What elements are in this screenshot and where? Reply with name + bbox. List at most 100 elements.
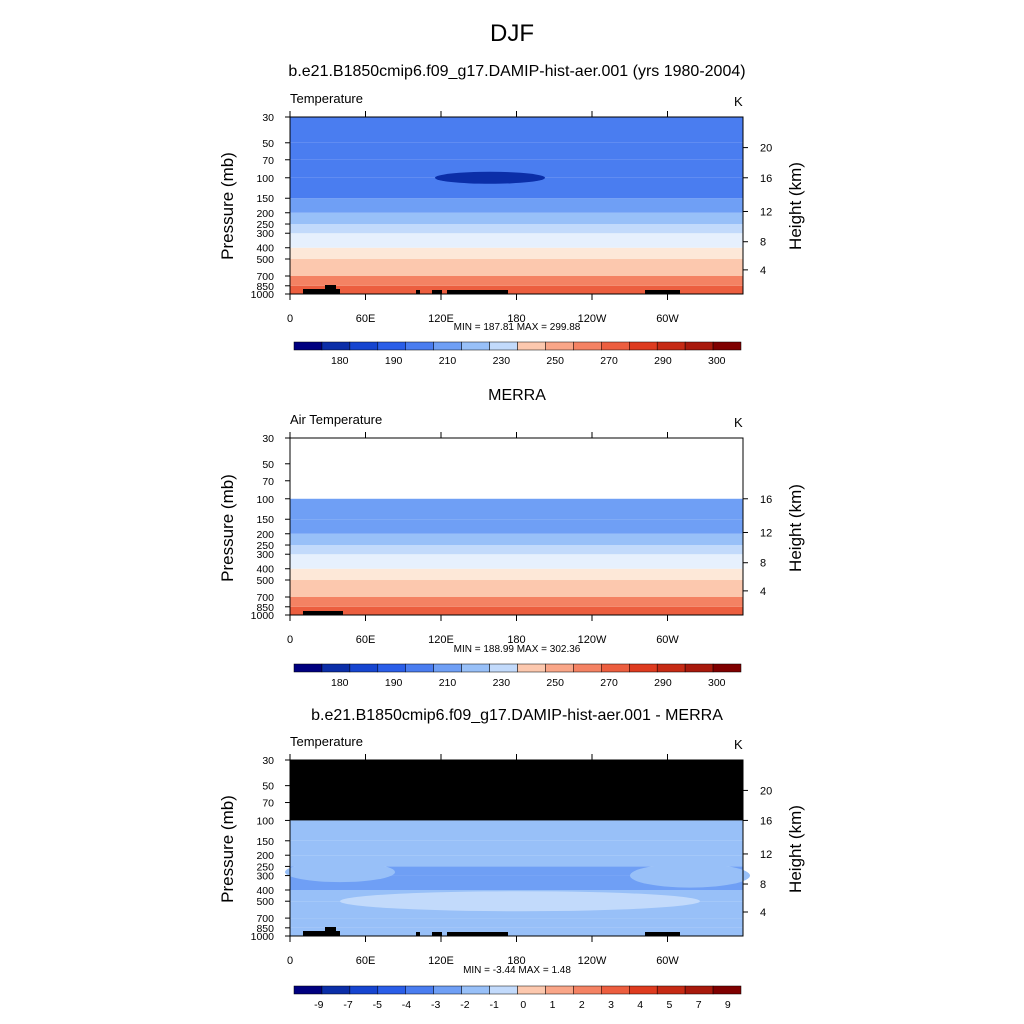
panel-3-colorbar-label: -7 xyxy=(343,999,352,1011)
panel-3-colorbar-label: 1 xyxy=(550,999,556,1011)
panel-3-colorbar-label: 2 xyxy=(579,999,585,1011)
panel-2-ytick-label: 300 xyxy=(256,549,274,561)
panel-2-band xyxy=(290,596,743,607)
panel-2-y2tick-label: 16 xyxy=(760,494,772,506)
panel-3-band xyxy=(290,918,743,928)
panel-2-colorbar-cell xyxy=(517,663,546,673)
panel-3-ytick-label: 250 xyxy=(256,861,274,873)
panel-2-colorbar-cell xyxy=(433,663,462,673)
panel-3-colorbar-cell xyxy=(545,985,574,995)
panel-3-ytick-label: 100 xyxy=(256,815,274,827)
panel-3-xtick-label: 180 xyxy=(507,955,525,967)
panel-1-colorbar-cell xyxy=(656,341,686,351)
panel-3-band xyxy=(290,866,743,876)
panel-2-colorbar-label: 180 xyxy=(331,677,349,689)
panel-3-colorbar-cell xyxy=(712,985,742,995)
panel-2-left-label: Air Temperature xyxy=(290,412,383,427)
panel-1-ytick-label: 30 xyxy=(262,112,274,124)
panel-3-colorbar-cell xyxy=(349,985,379,995)
panel-3-colorbar-cell xyxy=(293,985,323,995)
panel-2-topography xyxy=(303,611,343,615)
panel-3-colorbar-label: -2 xyxy=(460,999,469,1011)
panel-2-colorbar-cell xyxy=(573,663,602,673)
panel-3-colorbar-cell xyxy=(433,985,462,995)
panel-2-ytick-label: 30 xyxy=(262,433,274,445)
panel-3-ytick-label: 850 xyxy=(256,923,274,935)
panel-1-band xyxy=(290,177,743,199)
panel-3-xtick-label: 120E xyxy=(428,955,454,967)
main-title: DJF xyxy=(490,20,534,47)
panel-1-colorbar-cell xyxy=(489,341,518,351)
panel-1-colorbar-cell xyxy=(405,341,434,351)
panel-1-topography xyxy=(447,290,508,294)
panel-3-anomaly xyxy=(630,863,750,888)
panel-1-units: K xyxy=(734,94,743,109)
panel-2-colorbar-cell xyxy=(629,663,658,673)
panel-1-colorbar-label: 210 xyxy=(439,355,457,367)
panel-1-y2tick-label: 20 xyxy=(760,143,772,155)
panel-2-colorbar-cell xyxy=(489,663,518,673)
panel-3-y2tick-label: 16 xyxy=(760,815,772,827)
panel-3-colorbar-label: -1 xyxy=(489,999,498,1011)
panel-3-colorbar-label: 9 xyxy=(725,999,731,1011)
panel-1-y2tick-label: 12 xyxy=(760,206,772,218)
panel-1-topography xyxy=(432,290,442,294)
panel-2-colorbar-cell xyxy=(293,663,323,673)
panel-2-xtick-label: 120E xyxy=(428,634,454,646)
panel-2-colorbar-label: 210 xyxy=(439,677,457,689)
panel-3-xtick-label: 60W xyxy=(656,955,679,967)
panel-2-colorbar-cell xyxy=(684,663,714,673)
panel-1-colorbar-label: 270 xyxy=(600,355,618,367)
panel-3-topography xyxy=(416,932,420,936)
panel-2-title: MERRA xyxy=(488,387,546,404)
panel-3-colorbar-label: 7 xyxy=(696,999,702,1011)
panel-1-ytick-label: 70 xyxy=(262,155,274,167)
panel-2-band xyxy=(290,545,743,555)
panel-2-colorbar-label: 190 xyxy=(385,677,403,689)
panel-1-stats: MIN = 187.81 MAX = 299.88 xyxy=(453,322,581,333)
panel-3-ytick-label: 50 xyxy=(262,781,274,793)
panel-3-ytick-label: 400 xyxy=(256,885,274,897)
panel-2-colorbar-label: 270 xyxy=(600,677,618,689)
panel-2-band xyxy=(290,554,743,569)
panel-3-ytick-label: 70 xyxy=(262,798,274,810)
panel-2-colorbar-cell xyxy=(461,663,490,673)
panel-1-ytick-label: 500 xyxy=(256,254,274,266)
panel-1-colorbar-cell xyxy=(517,341,546,351)
panel-2-colorbar-label: 300 xyxy=(708,677,726,689)
panel-2-ytick-label: 200 xyxy=(256,529,274,541)
panel-3-ytick-label: 30 xyxy=(262,755,274,767)
panel-2-y2tick-label: 12 xyxy=(760,527,772,539)
panel-3-colorbar-cell xyxy=(656,985,686,995)
panel-3-ytick-label: 500 xyxy=(256,896,274,908)
panel-2-xtick-label: 0 xyxy=(287,634,293,646)
panel-1-left-label: Temperature xyxy=(290,91,363,106)
panel-3-colorbar-cell xyxy=(601,985,630,995)
panel-1-ytick-label: 200 xyxy=(256,208,274,220)
panel-3-y2tick-label: 4 xyxy=(760,907,766,919)
panel-1-colorbar-cell xyxy=(629,341,658,351)
panel-3-colorbar-cell xyxy=(461,985,490,995)
panel-1-band xyxy=(290,159,743,178)
panel-1-ytick-label: 850 xyxy=(256,281,274,293)
panel-2-band xyxy=(290,606,743,615)
panel-3-band xyxy=(290,840,743,856)
panel-2-colorbar-label: 250 xyxy=(546,677,564,689)
panel-1-band xyxy=(290,224,743,234)
panel-1-band xyxy=(290,247,743,260)
panel-1-colorbar-cell xyxy=(377,341,406,351)
panel-2-colorbar-cell xyxy=(545,663,574,673)
panel-3-colorbar-label: -3 xyxy=(431,999,440,1011)
panel-3-colorbar-cell xyxy=(684,985,714,995)
panel-1-colorbar-cell xyxy=(461,341,490,351)
panel-3-y2tick-label: 12 xyxy=(760,849,772,861)
panel-3-colorbar-cell xyxy=(517,985,546,995)
panel-3-band xyxy=(290,927,743,936)
panel-1-ytick-label: 300 xyxy=(256,228,274,240)
panel-2-band xyxy=(290,519,743,534)
panel-2-band xyxy=(290,568,743,581)
panel-1-colorbar-label: 230 xyxy=(493,355,511,367)
panel-2-ytick-label: 400 xyxy=(256,564,274,576)
panel-3-mask xyxy=(290,760,743,821)
